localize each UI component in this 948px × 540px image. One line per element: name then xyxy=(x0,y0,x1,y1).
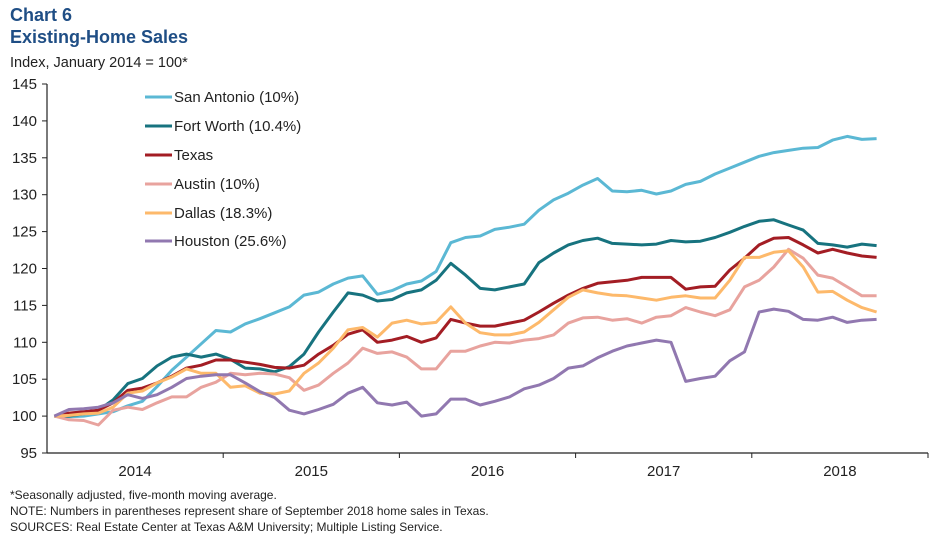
y-tick-label: 125 xyxy=(12,224,37,241)
y-tick-label: 135 xyxy=(12,150,37,167)
sources: SOURCES: Real Estate Center at Texas A&M… xyxy=(10,520,443,534)
y-tick-label: 95 xyxy=(20,445,37,462)
y-tick-label: 115 xyxy=(13,297,37,314)
legend-label: Fort Worth (10.4%) xyxy=(174,118,301,135)
axes: 95 100 105 110 115 120 125 130 135 140 145 2014 2015… xyxy=(12,76,929,480)
x-tick-label: 2017 xyxy=(647,463,680,480)
legend-label: Austin (10%) xyxy=(174,176,260,193)
x-tick-label: 2016 xyxy=(471,463,504,480)
legend-item-san-antonio: San Antonio (10%) xyxy=(145,89,299,106)
series-line-dallas xyxy=(54,249,878,418)
legend-item-texas: Texas xyxy=(145,147,213,164)
legend-item-houston: Houston (25.6%) xyxy=(145,233,287,250)
y-tick-label: 120 xyxy=(12,261,37,278)
series-line-austin xyxy=(53,247,877,427)
x-tick-label: 2015 xyxy=(295,463,328,480)
legend-item-fort-worth: Fort Worth (10.4%) xyxy=(145,118,301,135)
legend: San Antonio (10%) Fort Worth (10.4%) Tex… xyxy=(145,89,301,250)
series-line-houston xyxy=(53,307,877,418)
legend-item-austin: Austin (10%) xyxy=(145,176,260,193)
legend-item-dallas: Dallas (18.3%) xyxy=(145,205,272,222)
y-axis-label: Index, January 2014 = 100* xyxy=(10,55,188,71)
chart-number: Chart 6 xyxy=(10,5,73,25)
x-tick-label: 2014 xyxy=(118,463,151,480)
footnote: *Seasonally adjusted, five-month moving … xyxy=(10,488,277,502)
series-line-san-antonio xyxy=(54,134,877,419)
y-tick-label: 110 xyxy=(13,334,37,351)
series-lines xyxy=(53,134,878,427)
y-tick-label: 130 xyxy=(12,187,37,204)
y-tick-label: 140 xyxy=(12,113,37,130)
legend-label: Dallas (18.3%) xyxy=(174,205,272,222)
y-tick-label: 100 xyxy=(12,408,37,425)
legend-label: Texas xyxy=(174,147,213,164)
y-tick-label: 145 xyxy=(12,76,37,93)
x-tick-label: 2018 xyxy=(823,463,856,480)
chart-title: Existing-Home Sales xyxy=(10,27,189,47)
note: NOTE: Numbers in parentheses represent s… xyxy=(10,504,489,518)
y-tick-label: 105 xyxy=(12,371,37,388)
legend-label: San Antonio (10%) xyxy=(174,89,299,106)
series-line-fort-worth xyxy=(54,218,877,418)
legend-label: Houston (25.6%) xyxy=(174,233,287,250)
